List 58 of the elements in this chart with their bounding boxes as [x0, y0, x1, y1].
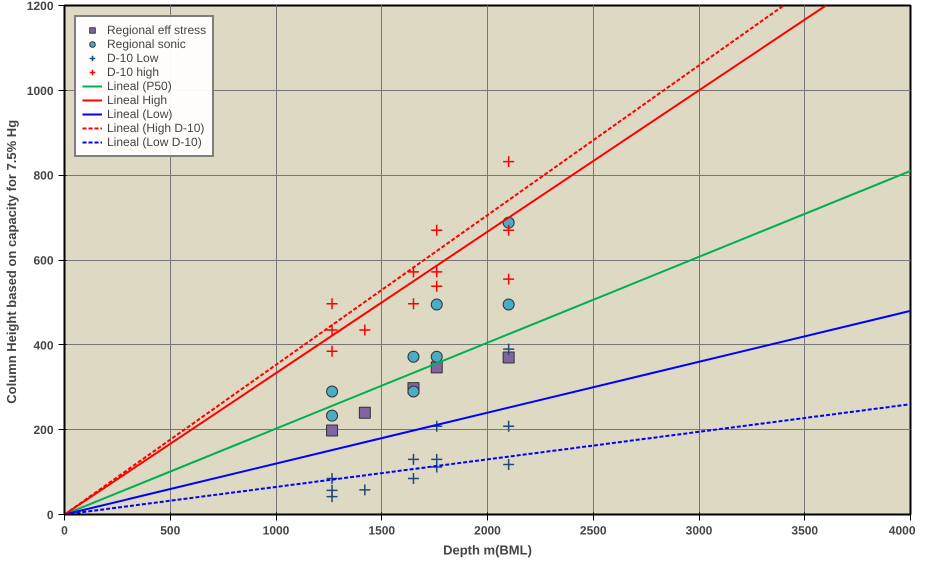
point — [326, 297, 338, 310]
legend-label: Regional eff stress — [107, 23, 206, 37]
x-tick-label: 500 — [160, 524, 181, 538]
y-tick-label: 800 — [33, 168, 54, 183]
point — [407, 386, 420, 398]
legend-label: Lineal (Low D-10) — [107, 135, 202, 149]
x-tick-label: 3500 — [791, 524, 818, 538]
point — [358, 324, 372, 336]
x-tick-label: 3000 — [686, 524, 713, 538]
point — [430, 266, 443, 278]
point — [430, 460, 443, 474]
x-tick-label: 2000 — [474, 524, 502, 538]
legend-label: Lineal (High D-10) — [107, 121, 204, 135]
legend-label: Lineal (Low) — [107, 107, 172, 121]
point — [502, 272, 515, 286]
point — [407, 297, 420, 310]
point — [326, 410, 338, 422]
x-tick-label: 4000 — [888, 524, 916, 538]
point — [430, 350, 443, 363]
point — [430, 298, 443, 311]
point — [502, 224, 515, 237]
point — [430, 280, 443, 293]
legend-label: Lineal (P50) — [107, 79, 172, 93]
y-tick-label: 400 — [33, 338, 54, 352]
y-tick-label: 0 — [46, 508, 54, 522]
point — [407, 266, 420, 278]
x-tick-label: 2500 — [580, 524, 607, 538]
point — [502, 458, 515, 471]
legend-label: Regional sonic — [107, 37, 186, 51]
point — [358, 484, 372, 496]
point — [502, 155, 515, 168]
point — [502, 298, 515, 311]
point — [358, 406, 371, 419]
point — [326, 490, 338, 503]
legend-label: D-10 high — [107, 65, 160, 79]
legend-label: Lineal High — [107, 93, 168, 107]
point — [326, 424, 338, 437]
y-tick-label: 1200 — [26, 0, 54, 13]
point — [407, 350, 420, 363]
x-tick-label: 1500 — [368, 524, 396, 538]
legend-label: D-10 Low — [107, 51, 158, 65]
point — [502, 420, 515, 433]
point — [326, 472, 338, 485]
y-tick-label: 1000 — [26, 84, 54, 98]
x-axis-title: Depth m(BML) — [443, 542, 532, 558]
point — [502, 352, 515, 364]
point — [407, 453, 420, 466]
y-tick-label: 600 — [33, 254, 54, 268]
y-axis-title: Column Height based on capacity for 7.5% Hg — [4, 120, 19, 404]
point — [502, 342, 515, 356]
y-tick-label: 200 — [33, 423, 54, 438]
point — [430, 224, 443, 237]
point — [407, 472, 420, 485]
x-tick-label: 1000 — [262, 524, 290, 538]
point — [326, 344, 338, 358]
point — [326, 386, 338, 398]
point — [326, 324, 338, 336]
x-tick-label: 0 — [61, 524, 68, 538]
